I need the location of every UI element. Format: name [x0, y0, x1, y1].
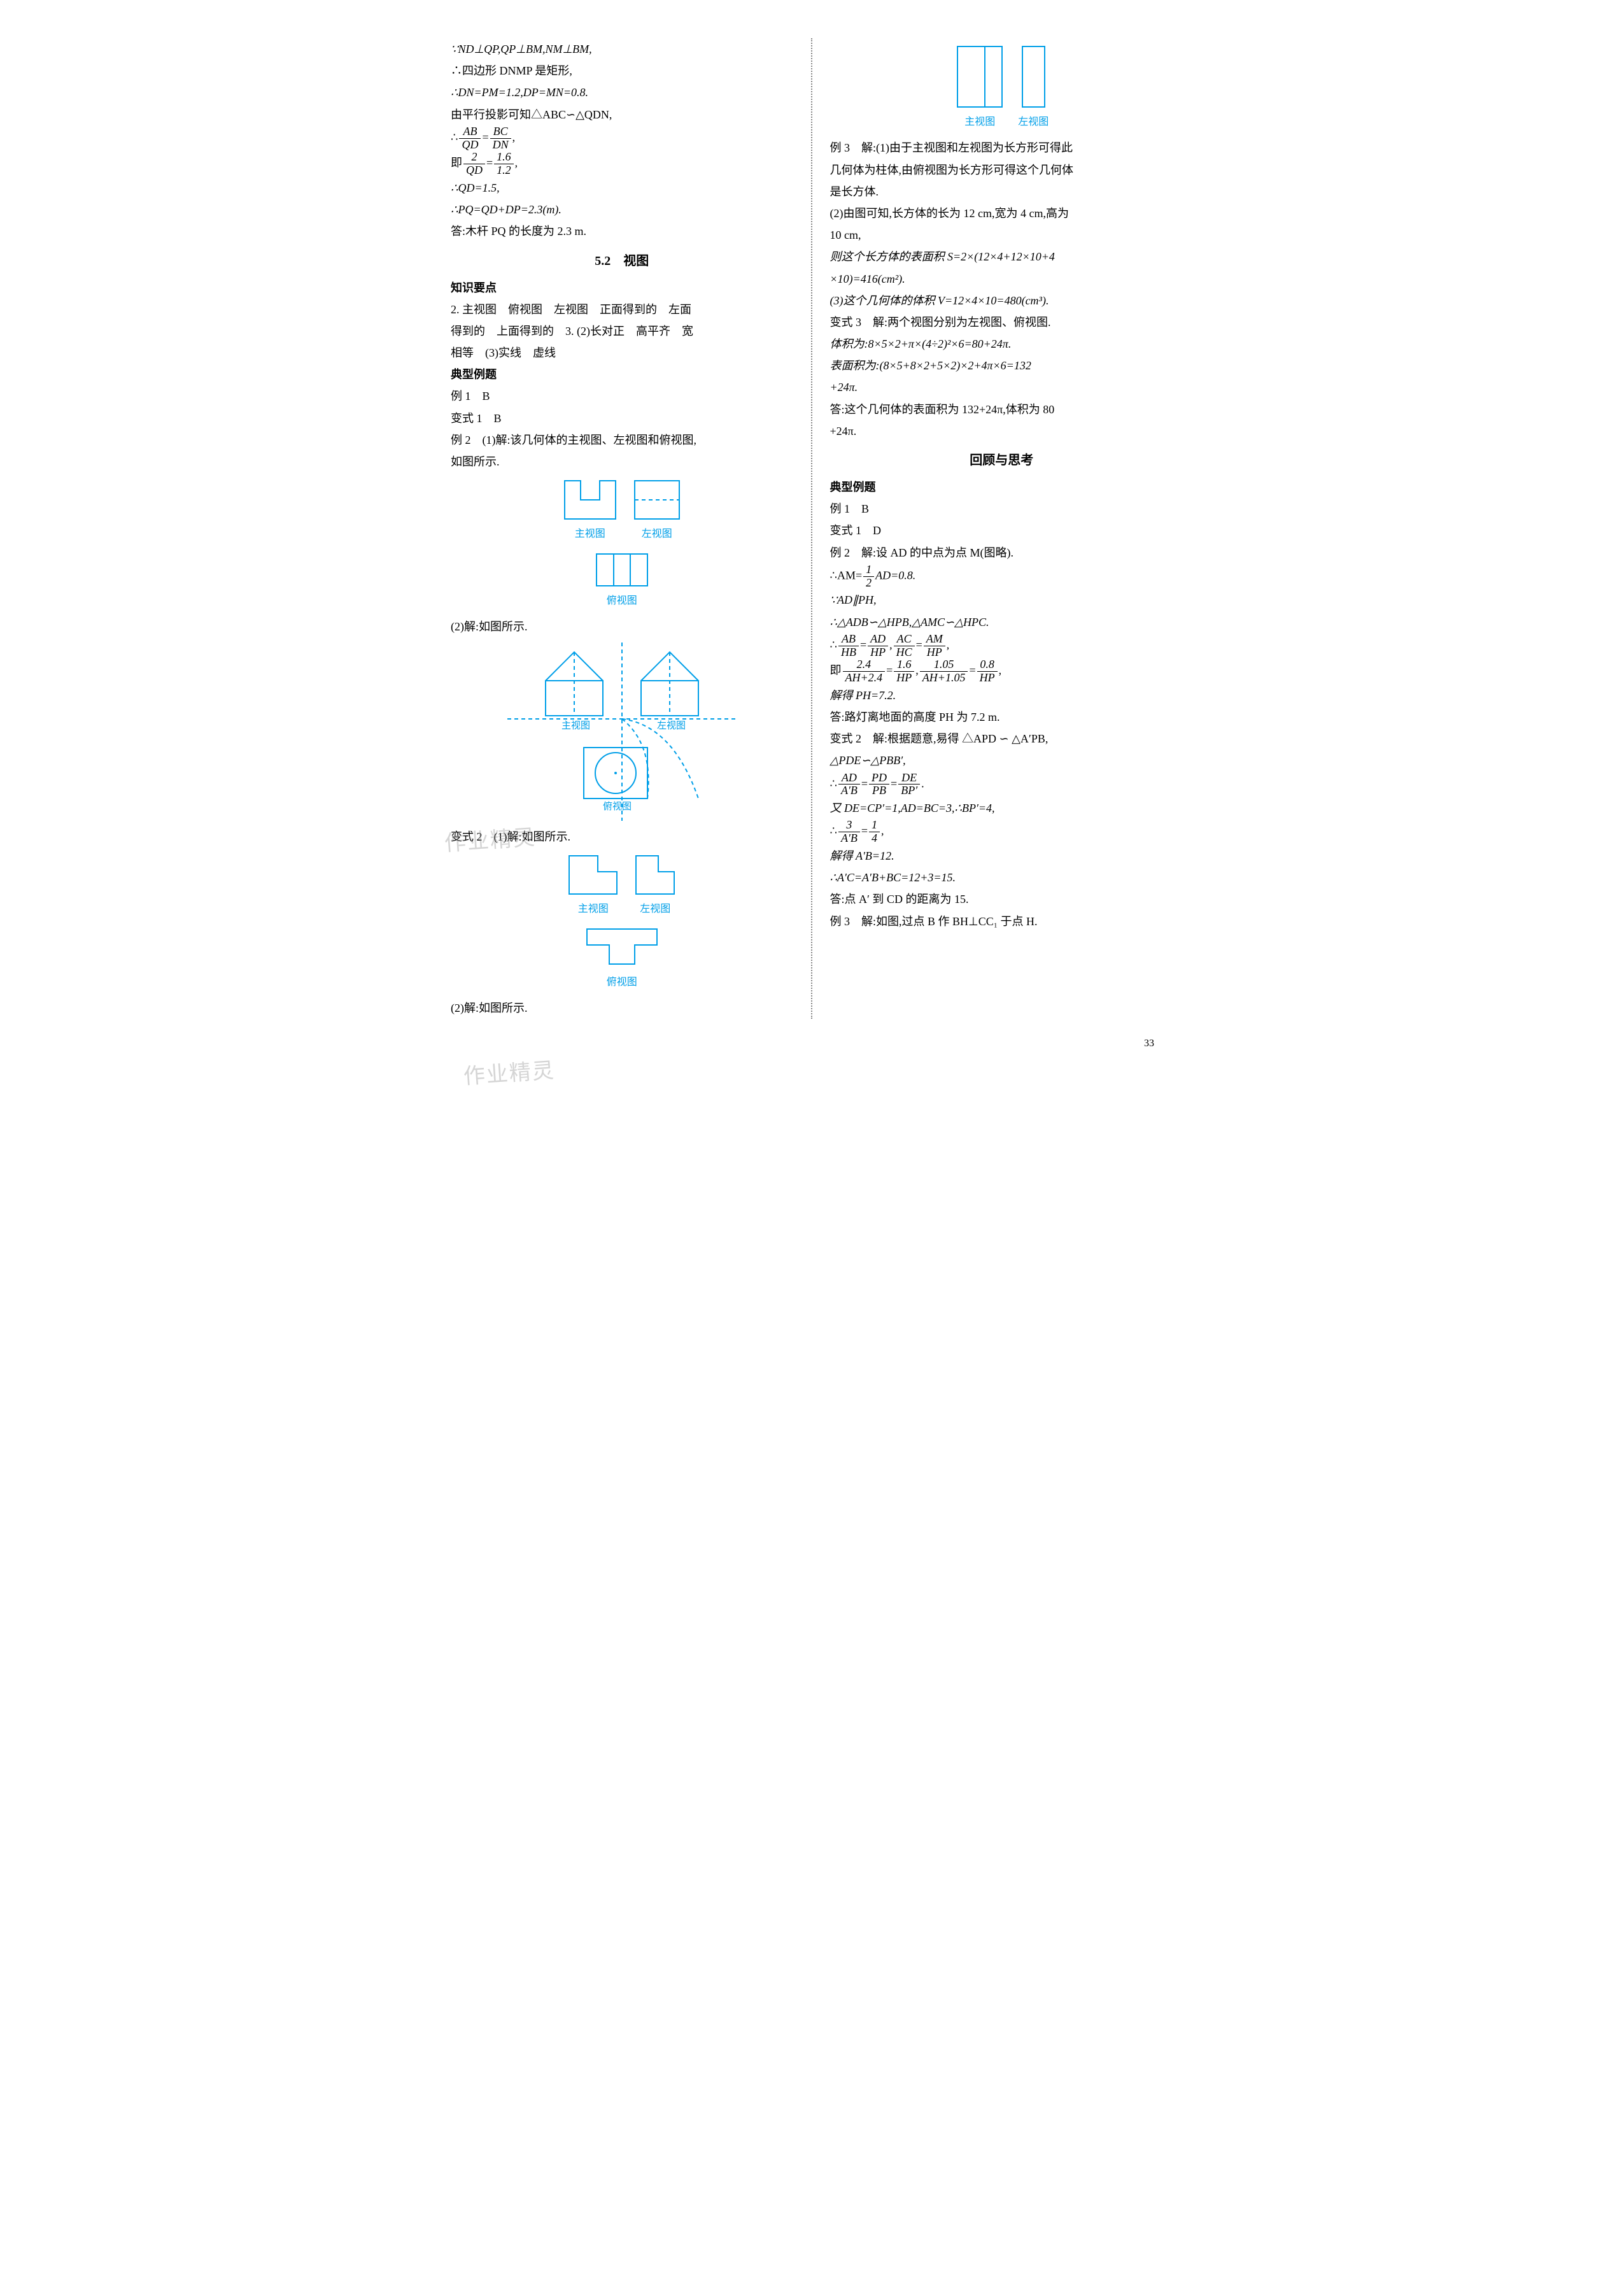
example-2a: 例 2 (1)解:该几何体的主视图、左视图和俯视图,	[451, 429, 793, 451]
left-column: ∵ND⊥QP,QP⊥BM,NM⊥BM, ∴四边形 DNMP 是矩形, ∴DN=P…	[438, 38, 812, 1019]
side-view-label: 左视图	[1018, 113, 1049, 132]
side-view-label: 左视图	[640, 900, 670, 919]
r-variant-2a: 变式 2 解:根据题意,易得 △APD ∽ △A′PB,	[830, 728, 1174, 749]
figure-top-right: 主视图 左视图	[830, 43, 1174, 132]
example-3b: 几何体为柱体,由俯视图为长方形可得这个几何体	[830, 159, 1174, 181]
r-example-2h: 答:路灯离地面的高度 PH 为 7.2 m.	[830, 706, 1174, 728]
text-line: 2. 主视图 俯视图 左视图 正面得到的 左面	[451, 299, 793, 320]
text-line: 答:木杆 PQ 的长度为 2.3 m.	[451, 220, 793, 242]
equation-line: ∴ABQD=BCDN,	[451, 125, 793, 152]
right-column: 主视图 左视图 例 3 解:(1)由于主视图和左视图为长方形可得此 几何体为柱体…	[812, 38, 1187, 1019]
r-variant-2e: ∴3A′B=14,	[830, 819, 1174, 845]
r-example-2c: ∵AD∥PH,	[830, 589, 1174, 611]
r-example-2g: 解得 PH=7.2.	[830, 685, 1174, 706]
r-variant-2f: 解得 A′B=12.	[830, 845, 1174, 867]
side-view-icon	[632, 478, 682, 522]
r-example-1: 例 1 B	[830, 498, 1174, 520]
example-3h: (3)这个几何体的体积 V=12×4×10=480(cm³).	[830, 290, 1174, 311]
r-example-2a: 例 2 解:设 AD 的中点为点 M(图略).	[830, 542, 1174, 564]
variant-3c: 表面积为:(8×5+8×2+5×2)×2+4π×6=132	[830, 355, 1174, 376]
svg-text:主视图: 主视图	[561, 720, 590, 731]
variant-3f: +24π.	[830, 420, 1174, 442]
section-title-review: 回顾与思考	[830, 448, 1174, 472]
part-2b: (2)解:如图所示.	[451, 997, 793, 1019]
r-example-2e: ∴ABHB=ADHP,ACHC=AMHP,	[830, 633, 1174, 659]
r-example-2b: ∴AM=12AD=0.8.	[830, 564, 1174, 590]
figure-ex2-1: 主视图 左视图 俯视	[451, 478, 793, 611]
top-view-label: 俯视图	[607, 592, 637, 611]
top-view-t-icon	[584, 926, 660, 970]
text-line: ∴QD=1.5,	[451, 177, 793, 199]
example-1: 例 1 B	[451, 385, 793, 407]
text-line: 得到的 上面得到的 3. (2)长对正 高平齐 宽	[451, 320, 793, 342]
example-3g: ×10)=416(cm²).	[830, 268, 1174, 290]
variant-3e: 答:这个几何体的表面积为 132+24π,体积为 80	[830, 399, 1174, 420]
text-line: ∴四边形 DNMP 是矩形,	[451, 60, 793, 82]
r-example-2f: 即2.4AH+2.4=1.6HP,1.05AH+1.05=0.8HP,	[830, 658, 1174, 685]
section-title-5-2: 5.2 视图	[451, 249, 793, 273]
heading-examples-r: 典型例题	[830, 476, 1174, 498]
heading-knowledge: 知识要点	[451, 277, 793, 299]
example-3a: 例 3 解:(1)由于主视图和左视图为长方形可得此	[830, 137, 1174, 159]
front-view-label: 主视图	[964, 113, 995, 132]
figure-var2-1: 主视图 左视图 俯视图	[451, 853, 793, 992]
front-view-rect-icon	[954, 43, 1005, 110]
r-variant-2g: ∴A′C=A′B+BC=12+3=15.	[830, 867, 1174, 888]
r-example-2d: ∴△ADB∽△HPB,△AMC∽△HPC.	[830, 611, 1174, 633]
equation-line: 即2QD=1.61.2,	[451, 151, 793, 177]
variant-2: 变式 2 (1)解:如图所示.	[451, 826, 793, 848]
front-view-icon	[561, 478, 619, 522]
r-variant-2h: 答:点 A′ 到 CD 的距离为 15.	[830, 888, 1174, 910]
variant-1: 变式 1 B	[451, 408, 793, 429]
text-line: ∴DN=PM=1.2,DP=MN=0.8.	[451, 82, 793, 103]
text-line: 相等 (3)实线 虚线	[451, 342, 793, 364]
front-view-l-icon	[566, 853, 620, 897]
r-example-3: 例 3 解:如图,过点 B 作 BH⊥CC₁ 于点 H.	[830, 911, 1174, 932]
two-column-layout: ∵ND⊥QP,QP⊥BM,NM⊥BM, ∴四边形 DNMP 是矩形, ∴DN=P…	[438, 38, 1186, 1019]
side-view-rect-icon	[1019, 43, 1048, 110]
figure-ex2-2: 主视图 左视图 俯视图	[451, 643, 793, 821]
variant-3d: +24π.	[830, 376, 1174, 398]
example-3d: (2)由图可知,长方体的长为 12 cm,宽为 4 cm,高为	[830, 202, 1174, 224]
heading-examples: 典型例题	[451, 364, 793, 385]
variant-3b: 体积为:8×5×2+π×(4÷2)²×6=80+24π.	[830, 333, 1174, 355]
example-3c: 是长方体.	[830, 181, 1174, 202]
three-view-complex-icon: 主视图 左视图 俯视图	[507, 643, 737, 821]
part-2: (2)解:如图所示.	[451, 616, 793, 637]
svg-text:俯视图: 俯视图	[603, 801, 632, 812]
example-3f: 则这个长方体的表面积 S=2×(12×4+12×10+4	[830, 246, 1174, 267]
front-view-label: 主视图	[578, 900, 609, 919]
watermark-bottom: 作业精灵	[462, 1051, 556, 1098]
text-line: 由平行投影可知△ABC∽△QDN,	[451, 104, 793, 125]
page-number: 33	[438, 1034, 1186, 1053]
top-view-label: 俯视图	[607, 973, 637, 992]
r-variant-2b: △PDE∽△PBB′,	[830, 749, 1174, 771]
r-variant-2c: ∴ADA′B=PDPB=DEBP′.	[830, 772, 1174, 798]
top-view-icon	[593, 551, 651, 589]
side-view-label: 左视图	[642, 525, 672, 544]
front-view-label: 主视图	[575, 525, 605, 544]
svg-text:左视图: 左视图	[657, 720, 686, 731]
variant-3a: 变式 3 解:两个视图分别为左视图、俯视图.	[830, 311, 1174, 333]
example-2b: 如图所示.	[451, 451, 793, 472]
r-variant-2d: 又 DE=CP′=1,AD=BC=3,∴BP′=4,	[830, 797, 1174, 819]
side-view-l-icon	[633, 853, 677, 897]
example-3e: 10 cm,	[830, 224, 1174, 246]
text-line: ∵ND⊥QP,QP⊥BM,NM⊥BM,	[451, 38, 793, 60]
text-line: ∴PQ=QD+DP=2.3(m).	[451, 199, 793, 220]
r-variant-1: 变式 1 D	[830, 520, 1174, 541]
